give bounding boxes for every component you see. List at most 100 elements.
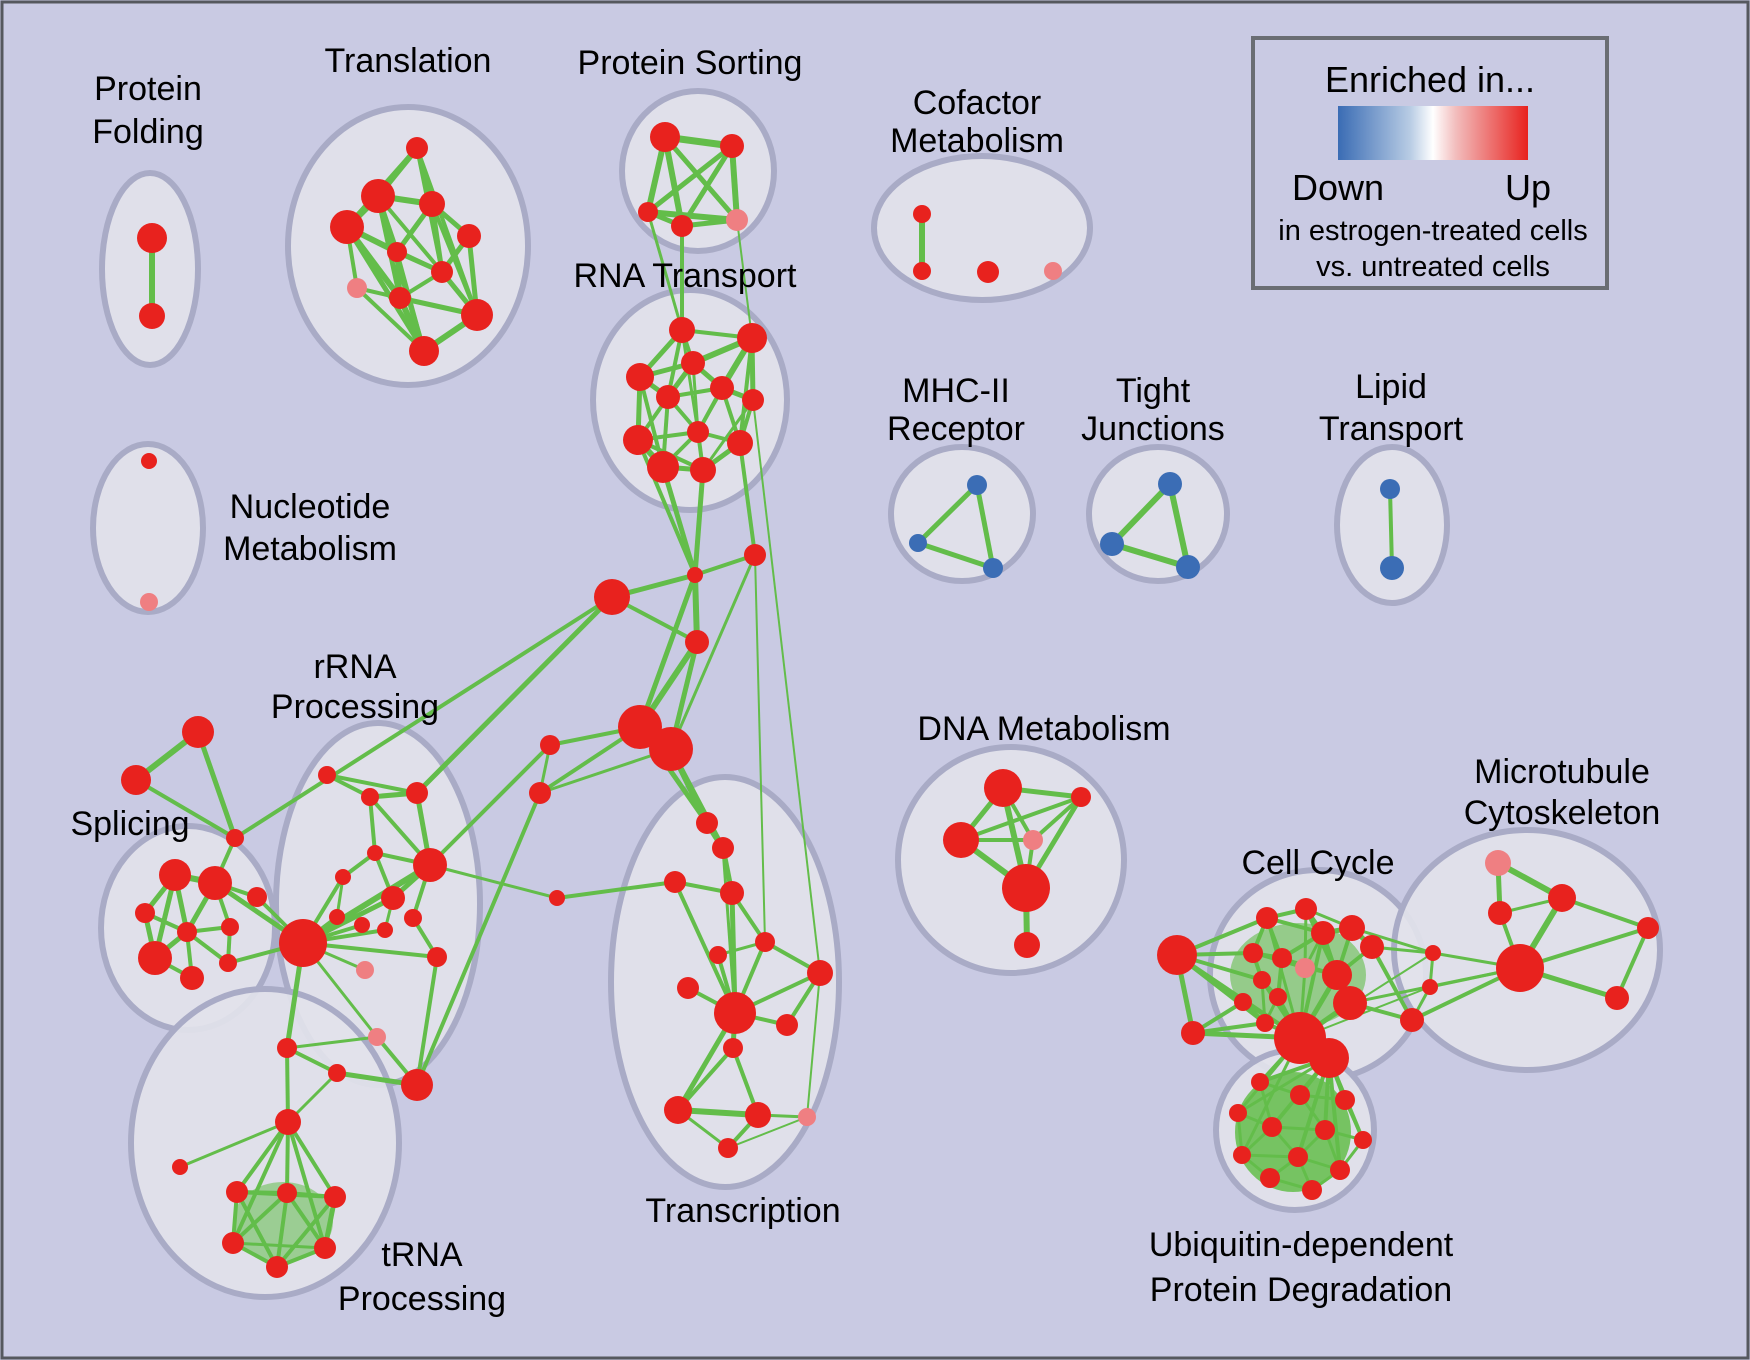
- gene-set-node-h0[interactable]: [618, 705, 662, 749]
- gene-set-node-tx13[interactable]: [745, 1102, 771, 1128]
- gene-set-node-l0[interactable]: [1380, 479, 1400, 499]
- gene-set-node-p0[interactable]: [687, 567, 703, 583]
- gene-set-node-cc8[interactable]: [1360, 935, 1384, 959]
- gene-set-node-r2[interactable]: [681, 351, 705, 375]
- gene-set-node-s3[interactable]: [671, 215, 693, 237]
- gene-set-node-tr6[interactable]: [314, 1237, 336, 1259]
- gene-set-node-cc4[interactable]: [1243, 943, 1263, 963]
- gene-set-node-n1[interactable]: [140, 593, 158, 611]
- gene-set-node-t2[interactable]: [330, 210, 364, 244]
- gene-set-node-c2[interactable]: [977, 261, 999, 283]
- gene-set-node-u10[interactable]: [1260, 1168, 1280, 1188]
- gene-set-node-r10[interactable]: [647, 451, 679, 483]
- gene-set-node-u8[interactable]: [1288, 1147, 1308, 1167]
- gene-set-node-c1[interactable]: [913, 262, 931, 280]
- gene-set-node-mt4[interactable]: [1425, 945, 1441, 961]
- gene-set-node-s0[interactable]: [650, 122, 680, 152]
- gene-set-node-tr0[interactable]: [275, 1109, 301, 1135]
- gene-set-node-cc1[interactable]: [1181, 1021, 1205, 1045]
- gene-set-node-rr6[interactable]: [381, 886, 405, 910]
- gene-set-node-r7[interactable]: [687, 421, 709, 443]
- gene-set-node-rr2[interactable]: [406, 782, 428, 804]
- gene-set-node-rr3[interactable]: [367, 845, 383, 861]
- gene-set-node-tx4[interactable]: [549, 890, 565, 906]
- gene-set-node-j0[interactable]: [1158, 472, 1182, 496]
- gene-set-node-sp5[interactable]: [135, 903, 155, 923]
- gene-set-node-rr8[interactable]: [354, 917, 370, 933]
- gene-set-node-d3[interactable]: [1023, 830, 1043, 850]
- gene-set-node-cc10[interactable]: [1253, 971, 1271, 989]
- gene-set-node-cc5[interactable]: [1272, 948, 1292, 968]
- gene-set-node-sp2[interactable]: [226, 829, 244, 847]
- gene-set-node-tx0[interactable]: [696, 812, 718, 834]
- gene-set-node-sp0[interactable]: [182, 716, 214, 748]
- gene-set-node-t3[interactable]: [419, 191, 445, 217]
- gene-set-node-s1[interactable]: [720, 134, 744, 158]
- gene-set-node-tr7[interactable]: [266, 1256, 288, 1278]
- gene-set-node-t5[interactable]: [387, 242, 407, 262]
- gene-set-node-tr1[interactable]: [172, 1159, 188, 1175]
- gene-set-node-t9[interactable]: [461, 299, 493, 331]
- gene-set-node-n0[interactable]: [141, 453, 157, 469]
- gene-set-node-tx7[interactable]: [807, 960, 833, 986]
- gene-set-node-d2[interactable]: [943, 822, 979, 858]
- gene-set-node-cc12[interactable]: [1234, 993, 1252, 1011]
- gene-set-node-sp3[interactable]: [159, 859, 191, 891]
- gene-set-node-tx14[interactable]: [798, 1108, 816, 1126]
- gene-set-node-sp1[interactable]: [121, 765, 151, 795]
- gene-set-node-mc2[interactable]: [401, 1069, 433, 1101]
- gene-set-node-rr10[interactable]: [404, 909, 422, 927]
- gene-set-node-rr5[interactable]: [413, 848, 447, 882]
- gene-set-node-cc2[interactable]: [1256, 907, 1278, 929]
- gene-set-node-cc0[interactable]: [1157, 935, 1197, 975]
- gene-set-node-u11[interactable]: [1302, 1180, 1322, 1200]
- gene-set-node-c0[interactable]: [913, 205, 931, 223]
- gene-set-node-u7[interactable]: [1233, 1146, 1251, 1164]
- gene-set-node-mt7[interactable]: [1637, 917, 1659, 939]
- gene-set-node-tx12[interactable]: [664, 1096, 692, 1124]
- gene-set-node-u3[interactable]: [1229, 1104, 1247, 1122]
- gene-set-node-t10[interactable]: [409, 336, 439, 366]
- gene-set-node-d5[interactable]: [1014, 932, 1040, 958]
- gene-set-node-u5[interactable]: [1315, 1120, 1335, 1140]
- gene-set-node-p1[interactable]: [744, 544, 766, 566]
- gene-set-node-mc0[interactable]: [277, 1038, 297, 1058]
- gene-set-node-r4[interactable]: [656, 385, 680, 409]
- gene-set-node-sp6[interactable]: [177, 922, 197, 942]
- gene-set-node-r9[interactable]: [727, 430, 753, 456]
- gene-set-node-tx2[interactable]: [664, 871, 686, 893]
- gene-set-node-r1[interactable]: [737, 323, 767, 353]
- gene-set-node-rr11[interactable]: [247, 887, 267, 907]
- gene-set-node-rr9[interactable]: [377, 922, 393, 938]
- gene-set-node-sp9[interactable]: [219, 954, 237, 972]
- gene-set-node-d1[interactable]: [1071, 787, 1091, 807]
- gene-set-node-u2[interactable]: [1335, 1090, 1355, 1110]
- gene-set-node-t0[interactable]: [406, 137, 428, 159]
- gene-set-node-j1[interactable]: [1100, 532, 1124, 556]
- gene-set-node-sp4[interactable]: [198, 866, 232, 900]
- gene-set-node-u4[interactable]: [1262, 1117, 1282, 1137]
- gene-set-node-rr7[interactable]: [329, 909, 345, 925]
- gene-set-node-cc9[interactable]: [1295, 958, 1315, 978]
- gene-set-node-rrH[interactable]: [279, 919, 327, 967]
- gene-set-node-t7[interactable]: [347, 278, 367, 298]
- gene-set-node-h1[interactable]: [649, 727, 693, 771]
- gene-set-node-r3[interactable]: [626, 363, 654, 391]
- gene-set-node-rr12[interactable]: [356, 961, 374, 979]
- gene-set-node-p3[interactable]: [685, 630, 709, 654]
- gene-set-node-sp10[interactable]: [180, 966, 204, 990]
- gene-set-node-r5[interactable]: [710, 376, 734, 400]
- gene-set-node-rr0[interactable]: [318, 766, 336, 784]
- gene-set-node-tx1[interactable]: [712, 837, 734, 859]
- gene-set-node-mt0[interactable]: [1485, 850, 1511, 876]
- gene-set-node-rr1[interactable]: [361, 788, 379, 806]
- gene-set-node-tx6[interactable]: [755, 932, 775, 952]
- gene-set-node-j2[interactable]: [1176, 555, 1200, 579]
- gene-set-node-t4[interactable]: [457, 224, 481, 248]
- gene-set-node-pf1[interactable]: [139, 303, 165, 329]
- gene-set-node-m1[interactable]: [909, 534, 927, 552]
- gene-set-node-d0[interactable]: [984, 769, 1022, 807]
- gene-set-node-u6[interactable]: [1354, 1131, 1372, 1149]
- gene-set-node-tx5[interactable]: [709, 946, 727, 964]
- gene-set-node-t8[interactable]: [389, 287, 411, 309]
